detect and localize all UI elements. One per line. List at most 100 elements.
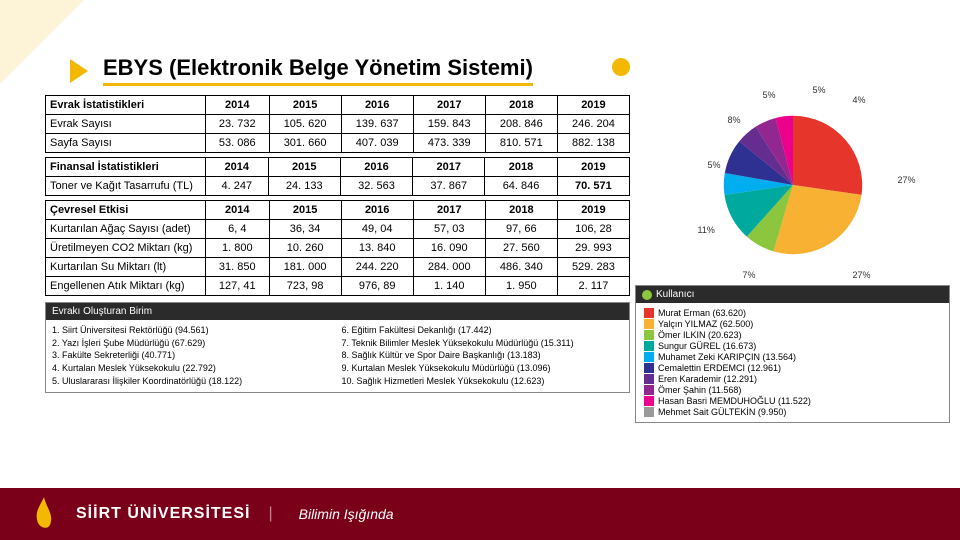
table-row: Kurtarılan Su Miktarı (lt)31. 850181. 00… (46, 258, 630, 277)
table-cell: 27. 560 (485, 239, 557, 258)
col-header: 2019 (557, 96, 629, 115)
table-cell: 529. 283 (557, 258, 629, 277)
table-cell: 6, 4 (206, 220, 270, 239)
col-header: 2018 (485, 158, 557, 177)
table-cell: 284. 000 (413, 258, 485, 277)
user-item: Cemalettin ERDEMCI (12.961) (644, 363, 941, 373)
user-item: Sungur GÜREL (16.673) (644, 341, 941, 351)
dept-item: 7. Teknik Bilimler Meslek Yüksekokulu Mü… (342, 338, 624, 350)
table-finansal: Finansal İstatistikleri20142015201620172… (45, 157, 630, 196)
table-cell: 24. 133 (268, 177, 340, 196)
dept-item: 3. Fakülte Sekreterliği (40.771) (52, 350, 334, 362)
col-header: 2014 (206, 158, 269, 177)
table-cevresel: Çevresel Etkisi201420152016201720182019K… (45, 200, 630, 296)
table-cell: Sayfa Sayısı (46, 134, 206, 153)
dept-item: 10. Sağlık Hizmetleri Meslek Yüksekokulu… (342, 376, 624, 388)
table-cell: 36, 34 (269, 220, 341, 239)
circle-icon (612, 58, 630, 76)
table-cell: 246. 204 (557, 115, 629, 134)
col-header: 2016 (341, 96, 413, 115)
user-item: Eren Karademir (12.291) (644, 374, 941, 384)
table-cell: 1. 950 (485, 277, 557, 296)
table-cell: Kurtarılan Ağaç Sayısı (adet) (46, 220, 206, 239)
col-header: 2018 (485, 201, 557, 220)
header: EBYS (Elektronik Belge Yönetim Sistemi) (70, 55, 920, 86)
table-cell: 208. 846 (485, 115, 557, 134)
user-box: Kullanıcı Murat Erman (63.620)Yalçın YIL… (635, 285, 950, 423)
table-cell: 882. 138 (557, 134, 629, 153)
table-evrak: Evrak İstatistikleri20142015201620172018… (45, 95, 630, 153)
col-header: 2019 (557, 158, 629, 177)
table-cell: 29. 993 (557, 239, 629, 258)
user-item: Mehmet Sait GÜLTEKİN (9.950) (644, 407, 941, 417)
table-cell: 810. 571 (485, 134, 557, 153)
col-header: 2015 (269, 201, 341, 220)
col-header: 2015 (268, 158, 340, 177)
col-header: 2014 (206, 96, 270, 115)
triangle-icon (70, 59, 88, 83)
pie-label: 7% (743, 270, 756, 280)
table-cell: 2. 117 (557, 277, 629, 296)
pie-label: 8% (728, 115, 741, 125)
tables-column: Evrak İstatistikleri20142015201620172018… (45, 95, 630, 423)
table-cell: 31. 850 (206, 258, 270, 277)
main: Evrak İstatistikleri20142015201620172018… (45, 95, 950, 423)
col-header: 2017 (413, 96, 485, 115)
pie-label: 27% (898, 175, 916, 185)
col-header: 2015 (269, 96, 341, 115)
pie-label: 5% (763, 90, 776, 100)
table-cell: 301. 660 (269, 134, 341, 153)
table-cell: 49, 04 (341, 220, 413, 239)
dept-item: 8. Sağlık Kültür ve Spor Daire Başkanlığ… (342, 350, 624, 362)
table-cell: 64. 846 (485, 177, 557, 196)
motto: Bilimin Işığında (299, 506, 394, 522)
table-cell: 32. 563 (340, 177, 412, 196)
dept-item: 1. Siirt Üniversitesi Rektörlüğü (94.561… (52, 325, 334, 337)
pie-slice (793, 116, 862, 195)
page-title: EBYS (Elektronik Belge Yönetim Sistemi) (103, 55, 533, 86)
table-cell: 976, 89 (341, 277, 413, 296)
user-item: Yalçın YILMAZ (62.500) (644, 319, 941, 329)
user-item: Murat Erman (63.620) (644, 308, 941, 318)
table-cell: Üretilmeyen CO2 Miktarı (kg) (46, 239, 206, 258)
pie-label: 27% (853, 270, 871, 280)
col-header: Çevresel Etkisi (46, 201, 206, 220)
table-cell: 23. 732 (206, 115, 270, 134)
col-header: 2016 (341, 201, 413, 220)
user-item: Ömer Şahin (11.568) (644, 385, 941, 395)
table-row: Toner ve Kağıt Tasarrufu (TL)4. 24724. 1… (46, 177, 630, 196)
table-cell: 105. 620 (269, 115, 341, 134)
table-cell: 473. 339 (413, 134, 485, 153)
table-cell: 70. 571 (557, 177, 629, 196)
table-cell: 407. 039 (341, 134, 413, 153)
table-cell: 106, 28 (557, 220, 629, 239)
footer: SİİRT ÜNİVERSİTESİ | Bilimin Işığında (0, 488, 960, 540)
table-cell: 13. 840 (341, 239, 413, 258)
dept-item: 5. Uluslararası İlişkiler Koordinatörlüğ… (52, 376, 334, 388)
flame-icon (30, 494, 58, 534)
user-item: Muhamet Zeki KARIPÇIN (13.564) (644, 352, 941, 362)
table-cell: 139. 637 (341, 115, 413, 134)
col-header: Evrak İstatistikleri (46, 96, 206, 115)
table-cell: 53. 086 (206, 134, 270, 153)
table-row: Engellenen Atık Miktarı (kg)127, 41723, … (46, 277, 630, 296)
pie-label: 5% (708, 160, 721, 170)
col-header: 2017 (413, 158, 485, 177)
table-row: Üretilmeyen CO2 Miktarı (kg)1. 80010. 26… (46, 239, 630, 258)
table-cell: 723, 98 (269, 277, 341, 296)
dept-box: Evrakı Oluşturan Birim 1. Siirt Üniversi… (45, 302, 630, 393)
table-cell: Kurtarılan Su Miktarı (lt) (46, 258, 206, 277)
pie-label: 4% (853, 95, 866, 105)
table-row: Evrak Sayısı23. 732105. 620139. 637159. … (46, 115, 630, 134)
col-header: 2014 (206, 201, 270, 220)
table-cell: Evrak Sayısı (46, 115, 206, 134)
table-cell: 4. 247 (206, 177, 269, 196)
col-header: 2016 (340, 158, 412, 177)
user-item: Ömer ILKIN (20.623) (644, 330, 941, 340)
table-cell: 127, 41 (206, 277, 270, 296)
col-header: 2018 (485, 96, 557, 115)
dept-item: 6. Eğitim Fakültesi Dekanlığı (17.442) (342, 325, 624, 337)
table-cell: 37. 867 (413, 177, 485, 196)
user-item: Hasan Basri MEMDUHOĞLU (11.522) (644, 396, 941, 406)
table-cell: 181. 000 (269, 258, 341, 277)
